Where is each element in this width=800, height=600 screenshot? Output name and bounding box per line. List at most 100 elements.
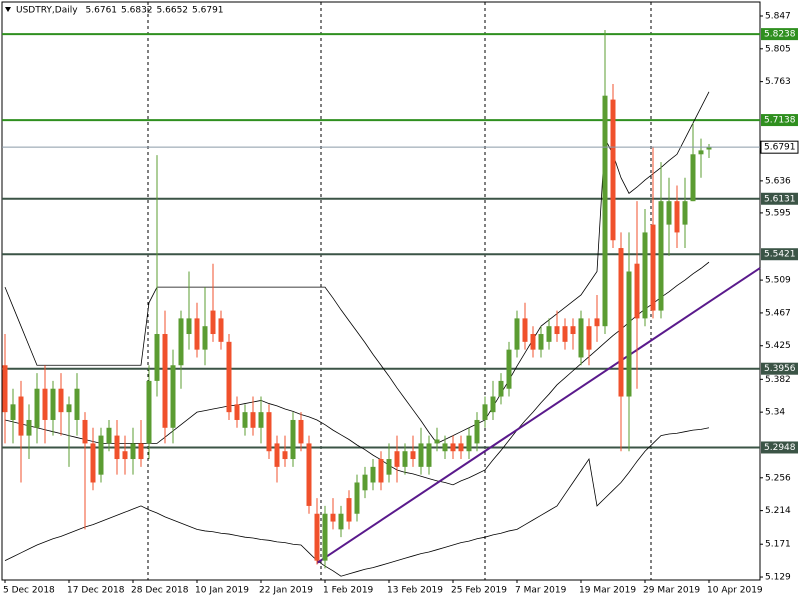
candle-body: [594, 318, 600, 327]
level-label-box: [761, 28, 798, 41]
candle-body: [226, 341, 232, 413]
trendline: [316, 267, 761, 564]
x-tick-label: 17 Dec 2018: [67, 586, 125, 596]
candle-body: [26, 419, 32, 436]
level-label: 5.7138: [764, 116, 796, 126]
candle-body: [282, 451, 288, 460]
candle-body: [370, 466, 376, 483]
candle-body: [66, 404, 72, 413]
candle-body: [218, 318, 224, 342]
y-tick-label: 5.805: [765, 44, 791, 54]
candle-body: [146, 380, 152, 444]
header-value: 5.6791: [192, 6, 224, 16]
level-label: 5.3956: [764, 364, 796, 374]
candle-body: [130, 443, 136, 460]
candle-body: [194, 318, 200, 350]
candle-body: [610, 99, 616, 241]
candle-body: [98, 435, 104, 475]
candle-body: [554, 326, 560, 335]
candle-body: [498, 380, 504, 397]
candle-body: [578, 318, 584, 358]
band-line: [4, 91, 710, 444]
y-tick-label: 5.763: [765, 77, 791, 87]
candle-body: [202, 326, 208, 350]
candle-body: [546, 326, 552, 342]
candle-body: [666, 201, 672, 225]
candle-body: [570, 326, 576, 335]
candle-body: [410, 451, 416, 460]
candle-body: [178, 318, 184, 366]
candle-body: [378, 459, 384, 483]
candle-body: [170, 365, 176, 428]
x-tick-label: 7 Mar 2019: [515, 586, 567, 596]
header-arrow: [5, 7, 11, 12]
candle-body: [658, 201, 664, 311]
candle-body: [122, 451, 128, 460]
candle-body: [682, 201, 688, 225]
candle-body: [330, 513, 336, 522]
x-tick-label: 5 Dec 2018: [3, 586, 55, 596]
candle-body: [186, 318, 192, 335]
candle-body: [10, 404, 16, 420]
candle-body: [50, 388, 56, 420]
candle-body: [522, 318, 528, 342]
current-price-box: [760, 140, 799, 154]
x-tick-label: 10 Apr 2019: [707, 586, 763, 596]
y-tick-label: 5.847: [765, 11, 791, 21]
level-label: 5.5421: [764, 250, 796, 260]
candle-body: [250, 412, 256, 428]
y-tick-label: 5.256: [765, 473, 791, 483]
candle-body: [490, 396, 496, 413]
candle-body: [362, 474, 368, 491]
y-tick-label: 5.129: [765, 573, 791, 583]
y-tick-label: 5.636: [765, 176, 791, 186]
x-tick-label: 10 Jan 2019: [195, 586, 249, 596]
candle-body: [42, 388, 48, 420]
candle-body: [322, 513, 328, 561]
candle-body: [90, 443, 96, 483]
candle-body: [402, 451, 408, 467]
level-label-box: [761, 192, 798, 205]
x-tick-label: 1 Feb 2019: [323, 586, 374, 596]
candle-body: [354, 482, 360, 514]
candle-body: [706, 147, 712, 150]
candle-body: [338, 513, 344, 530]
candle-body: [474, 419, 480, 444]
candle-body: [514, 318, 520, 350]
candle-body: [82, 419, 88, 444]
header-value: 5.6761: [86, 6, 118, 16]
candle-body: [690, 154, 696, 202]
candle-body: [418, 443, 424, 467]
y-tick-label: 5.467: [765, 308, 791, 318]
candle-body: [274, 443, 280, 467]
candle-body: [466, 435, 472, 452]
candle-body: [434, 439, 440, 444]
band-line: [4, 261, 710, 486]
band-line: [4, 427, 710, 577]
candle-body: [506, 349, 512, 389]
x-tick-label: 28 Dec 2018: [131, 586, 189, 596]
candle-body: [562, 326, 568, 342]
y-tick-label: 5.34: [765, 408, 785, 418]
level-label-box: [761, 441, 798, 454]
y-tick-label: 5.214: [765, 506, 791, 516]
candle-body: [602, 95, 608, 327]
candle-body: [618, 248, 624, 397]
candle-body: [530, 334, 536, 350]
candle-body: [482, 404, 488, 420]
candle-body: [626, 271, 632, 397]
candle-body: [426, 443, 432, 467]
candle-body: [2, 365, 8, 413]
candle-body: [386, 459, 392, 475]
candle-body: [634, 263, 640, 319]
x-tick-label: 22 Jan 2019: [259, 586, 313, 596]
candle-body: [210, 310, 216, 335]
candle-body: [458, 443, 464, 452]
level-label-box: [761, 362, 798, 375]
y-tick-label: 5.382: [765, 375, 791, 385]
candle-body: [586, 326, 592, 350]
candle-body: [306, 443, 312, 506]
candle-body: [642, 232, 648, 319]
y-tick-label: 5.595: [765, 208, 791, 218]
level-label-box: [761, 114, 798, 127]
